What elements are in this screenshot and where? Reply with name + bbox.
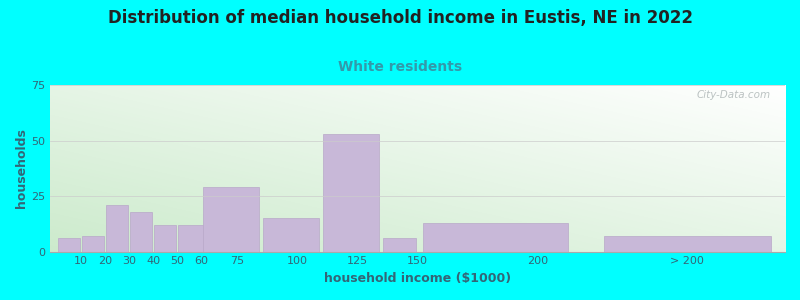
Bar: [58, 238, 80, 252]
Text: Distribution of median household income in Eustis, NE in 2022: Distribution of median household income …: [107, 9, 693, 27]
Bar: [178, 225, 212, 252]
Bar: [423, 223, 568, 252]
Bar: [154, 225, 176, 252]
Bar: [106, 205, 128, 252]
Bar: [323, 134, 379, 252]
Y-axis label: households: households: [15, 128, 28, 208]
Bar: [82, 236, 104, 252]
Bar: [203, 187, 259, 252]
Bar: [604, 236, 771, 252]
X-axis label: household income ($1000): household income ($1000): [324, 272, 511, 285]
Bar: [263, 218, 319, 252]
Bar: [382, 238, 416, 252]
Bar: [130, 212, 152, 252]
Text: White residents: White residents: [338, 60, 462, 74]
Text: City-Data.com: City-Data.com: [696, 90, 770, 100]
